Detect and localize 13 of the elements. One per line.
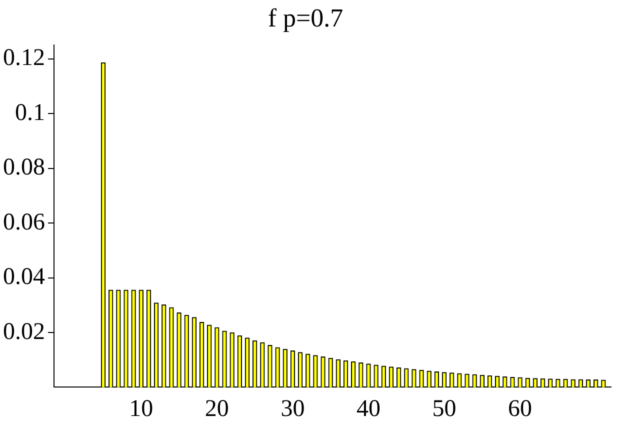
y-tick-label: 0.12: [3, 45, 45, 72]
y-tick-label: 0.02: [3, 318, 45, 345]
x-tick-label: 10: [129, 396, 154, 422]
x-tick-label: 40: [356, 396, 380, 422]
x-tick-label: 60: [508, 396, 532, 422]
x-tick-label: 20: [204, 396, 229, 422]
y-tick-label: 0.08: [3, 154, 45, 181]
x-tick-label: 50: [432, 396, 456, 422]
chart-title: f p=0.7: [268, 3, 344, 32]
x-tick-label: 30: [280, 396, 305, 422]
y-tick-label: 0.1: [15, 100, 45, 126]
y-tick-label: 0.04: [3, 264, 45, 290]
y-tick-label: 0.06: [3, 209, 45, 236]
